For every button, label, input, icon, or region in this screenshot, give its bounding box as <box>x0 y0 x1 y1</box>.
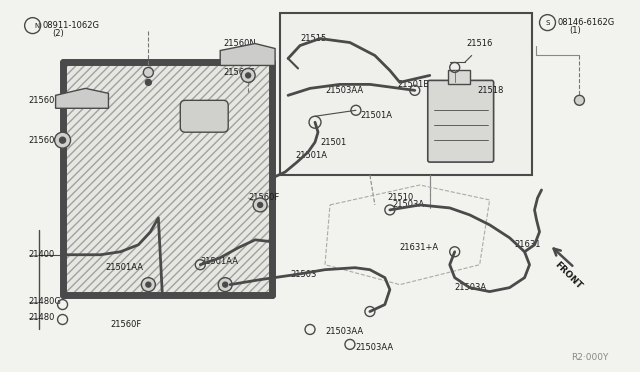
Circle shape <box>146 282 151 287</box>
Text: (2): (2) <box>52 29 65 38</box>
Polygon shape <box>56 89 108 108</box>
Polygon shape <box>220 44 275 65</box>
Text: 21503: 21503 <box>290 270 316 279</box>
Circle shape <box>258 202 262 208</box>
Text: 21400: 21400 <box>29 250 55 259</box>
Text: 21515: 21515 <box>300 34 326 43</box>
Text: 21560N: 21560N <box>223 39 256 48</box>
Text: 21560F: 21560F <box>111 320 141 329</box>
Text: 21560E: 21560E <box>29 136 60 145</box>
Circle shape <box>143 67 154 77</box>
Text: N: N <box>34 23 39 29</box>
Text: 21430: 21430 <box>186 103 212 112</box>
Circle shape <box>246 73 251 78</box>
Text: 21516: 21516 <box>467 39 493 48</box>
Circle shape <box>145 79 152 86</box>
Text: 08911-1062G: 08911-1062G <box>43 21 100 30</box>
FancyBboxPatch shape <box>180 100 228 132</box>
Text: 21480G: 21480G <box>29 297 61 306</box>
Text: FRONT: FRONT <box>553 260 584 291</box>
Text: 21501A: 21501A <box>295 151 327 160</box>
Circle shape <box>575 95 584 105</box>
Circle shape <box>141 278 156 292</box>
Text: (1): (1) <box>570 26 581 35</box>
Text: 21501AA: 21501AA <box>200 257 238 266</box>
Text: 21503A: 21503A <box>393 201 425 209</box>
Bar <box>63 62 272 295</box>
Text: 21560N: 21560N <box>29 96 61 105</box>
Text: 21503AA: 21503AA <box>355 343 393 352</box>
Circle shape <box>60 137 65 143</box>
Text: 21503AA: 21503AA <box>325 86 363 95</box>
Text: 21518: 21518 <box>477 86 504 95</box>
Text: 21631+A: 21631+A <box>400 243 439 252</box>
Text: 21501A: 21501A <box>360 111 392 120</box>
Circle shape <box>218 278 232 292</box>
Text: 21510: 21510 <box>388 193 414 202</box>
Text: 21503A: 21503A <box>454 283 487 292</box>
Text: 21560E: 21560E <box>223 68 255 77</box>
Bar <box>448 70 470 84</box>
Text: 21631: 21631 <box>515 240 541 249</box>
Text: 21503AA: 21503AA <box>325 327 363 336</box>
Text: 21501: 21501 <box>320 138 346 147</box>
Circle shape <box>223 282 228 287</box>
Text: S: S <box>545 20 550 26</box>
Bar <box>65 64 270 293</box>
Text: 21480: 21480 <box>29 313 55 322</box>
Text: R2·000Y: R2·000Y <box>571 353 608 362</box>
Text: 21560F: 21560F <box>248 193 280 202</box>
Circle shape <box>54 132 70 148</box>
Text: 21501E: 21501E <box>398 80 429 89</box>
Text: 08146-6162G: 08146-6162G <box>557 18 615 27</box>
Circle shape <box>241 68 255 82</box>
Text: 21501AA: 21501AA <box>106 263 143 272</box>
Circle shape <box>253 198 267 212</box>
FancyBboxPatch shape <box>428 80 493 162</box>
Bar <box>280 13 532 175</box>
